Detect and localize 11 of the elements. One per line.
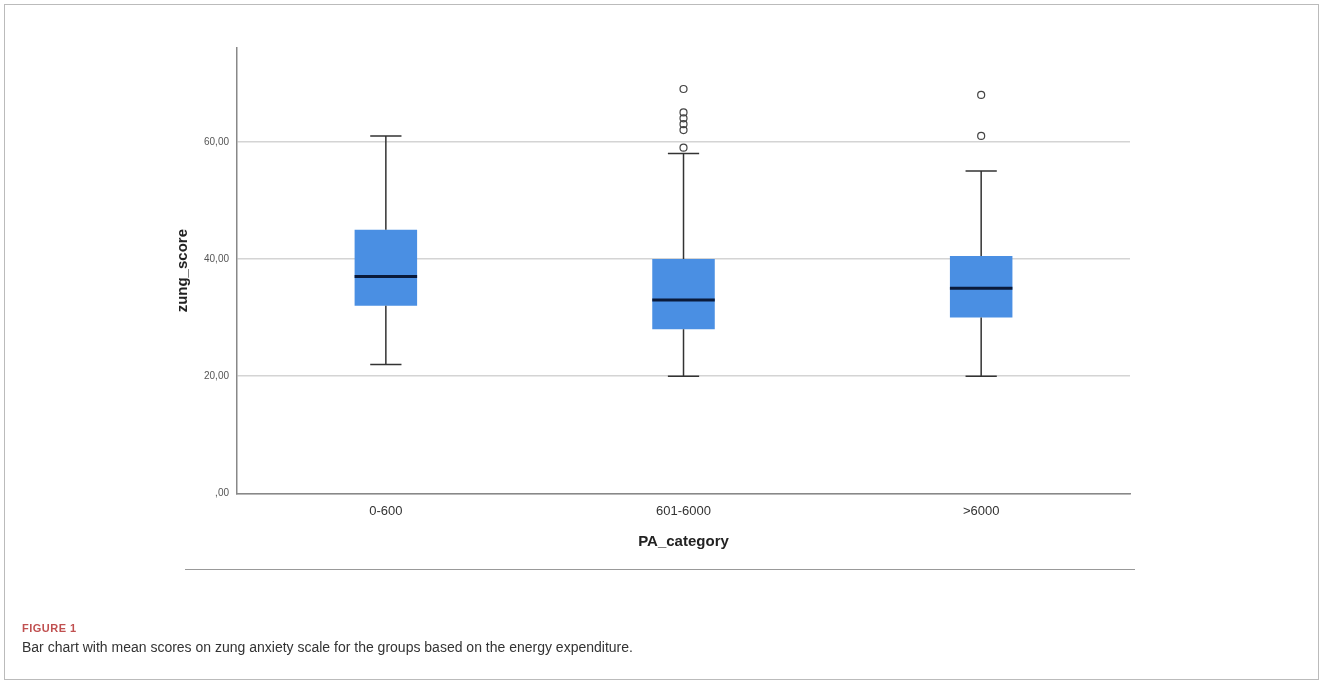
caption: FIGURE 1 <box>22 622 78 634</box>
y-axis-title: zung_score <box>173 229 191 313</box>
y-tick-label: 20,00 <box>203 369 230 381</box>
y-tick-label: 40,00 <box>203 252 230 264</box>
x-tick-label: 601-6000 <box>656 502 711 518</box>
y-tick-label: ,00 <box>215 487 230 499</box>
x-tick-label: 0-600 <box>369 502 403 518</box>
x-tick-label: >6000 <box>962 502 1000 518</box>
x-axis-title: PA_category <box>638 532 730 550</box>
y-tick-label: 60,00 <box>203 135 230 147</box>
text: Bar chart with mean scores on zung anxiety scale for the groups based on the energy expenditure. <box>22 639 633 655</box>
